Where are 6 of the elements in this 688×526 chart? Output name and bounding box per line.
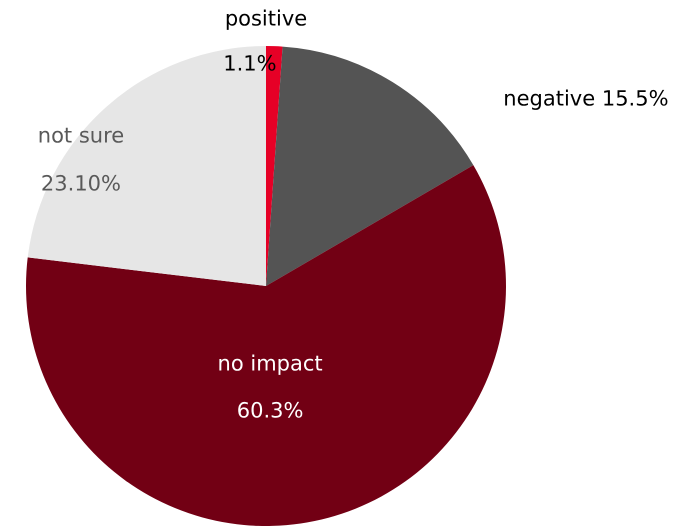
data-label: 60.3% xyxy=(236,398,304,422)
slice-label: no impact xyxy=(218,352,323,376)
slice-label: negative 15.5% xyxy=(503,86,669,110)
slice-label: not sure xyxy=(38,124,124,148)
slice-label: positive xyxy=(224,6,308,31)
data-label: 23.10% xyxy=(40,172,121,196)
